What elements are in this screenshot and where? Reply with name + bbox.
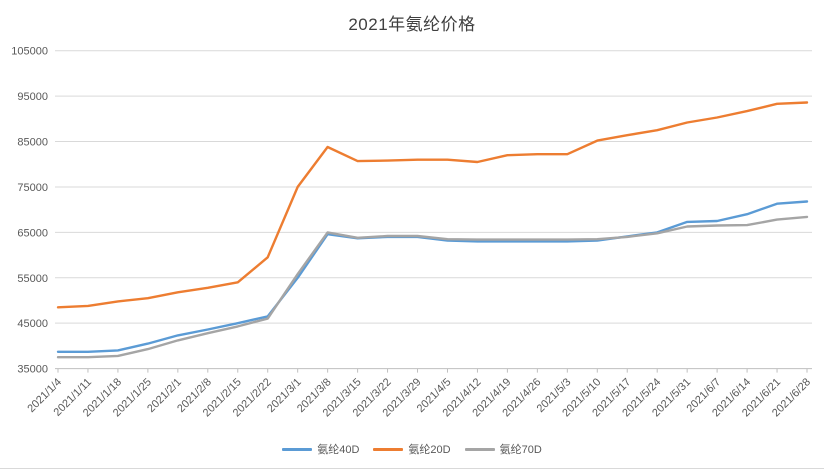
y-axis-label: 65000: [17, 227, 48, 239]
y-axis-label: 35000: [17, 364, 48, 376]
series-line-70d: [56, 215, 809, 359]
legend-swatch-70d: [464, 447, 495, 451]
legend-swatch-20d: [373, 447, 404, 451]
legend-label-20d: 氨纶20D: [408, 444, 451, 456]
legend-label-40d: 氨纶40D: [317, 444, 360, 456]
y-axis-label: 105000: [11, 46, 48, 58]
series-line-20d: [56, 101, 809, 309]
y-axis-label: 95000: [17, 91, 48, 103]
y-axis-label: 75000: [17, 182, 48, 194]
chart-title: 2021年氨纶价格: [348, 15, 476, 34]
legend-label-70d: 氨纶70D: [499, 444, 542, 456]
y-axis-label: 55000: [17, 273, 48, 285]
series-line-40d: [56, 200, 809, 353]
legend: 氨纶40D 氨纶20D 氨纶70D: [0, 441, 824, 457]
legend-swatch-40d: [282, 447, 313, 451]
legend-item-20d: 氨纶20D: [373, 441, 451, 457]
y-axis-label: 85000: [17, 137, 48, 149]
y-axis-label: 45000: [17, 318, 48, 330]
legend-item-40d: 氨纶40D: [282, 441, 359, 457]
legend-item-70d: 氨纶70D: [464, 441, 542, 457]
